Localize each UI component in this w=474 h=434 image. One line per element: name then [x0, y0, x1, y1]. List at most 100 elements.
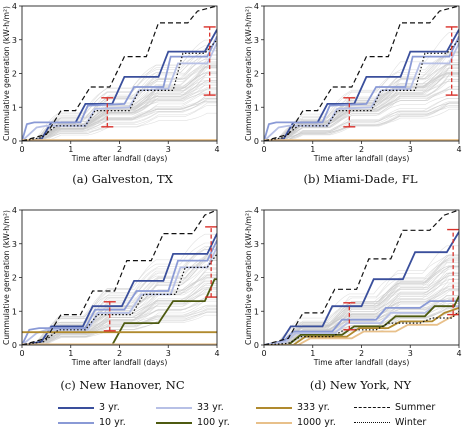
y-tick-label: 3 — [254, 240, 259, 249]
y-axis-label: Cummulative generation (kW-h/m²) — [2, 6, 11, 141]
error-bar — [447, 228, 460, 316]
sample-line — [264, 80, 459, 141]
chart-panel-miami-dade: 0 1 2 3 4 0 1 2 3 4 Time after landfall (days) Cumm… — [244, 2, 462, 163]
y-tick-label: 3 — [12, 36, 17, 45]
y-tick-label: 1 — [12, 103, 17, 112]
sample-line — [22, 50, 217, 141]
y-tick-label: 2 — [254, 70, 259, 79]
series-line-winter — [264, 310, 459, 345]
error-bar — [343, 302, 356, 331]
series-line-summer — [264, 6, 459, 141]
series-line-33-yr — [22, 42, 217, 141]
sample-line — [22, 77, 217, 141]
legend-swatch — [354, 422, 390, 423]
plot-frame — [21, 5, 218, 142]
x-tick-label: 0 — [19, 145, 24, 154]
sample-line — [264, 89, 459, 141]
sample-line — [264, 287, 459, 345]
sample-line — [22, 258, 217, 345]
legend-item-1000-yr: 1000 yr. — [256, 417, 336, 428]
x-axis-label: Time after landfall (days) — [71, 358, 168, 367]
y-axis-label: Cummulative generation (kW-h/m²) — [244, 210, 253, 345]
legend-label: 1000 yr. — [297, 417, 336, 428]
caption-panel-c: (c) New Hanover, NC — [60, 378, 185, 392]
sample-line — [22, 311, 217, 345]
series-line-10-yr — [22, 240, 217, 345]
legend-swatch — [354, 407, 390, 408]
x-axis-label: Time after landfall (days) — [71, 154, 168, 163]
y-tick-label: 4 — [12, 2, 17, 11]
sample-line — [264, 106, 459, 141]
sample-line — [264, 101, 459, 141]
series-line-winter — [264, 39, 459, 141]
legend-swatch — [256, 406, 292, 409]
sample-line — [264, 51, 459, 141]
legend-label: 100 yr. — [197, 417, 230, 428]
y-tick-label: 4 — [254, 2, 259, 11]
x-tick-label: 1 — [310, 349, 315, 358]
series-line-33-yr — [264, 305, 459, 345]
y-tick-label: 4 — [12, 206, 17, 215]
x-tick-label: 2 — [359, 145, 364, 154]
x-tick-label: 0 — [19, 349, 24, 358]
legend-label: Summer — [395, 402, 436, 413]
error-bar — [203, 26, 216, 96]
chart-panel-new-hanover: 0 1 2 3 4 0 1 2 3 4 Time after landfall (days) Cumm… — [2, 206, 220, 367]
legend-item-33-yr: 33 yr. — [156, 402, 224, 413]
series-line-10-yr — [22, 36, 217, 141]
chart-panel-new-york: 0 1 2 3 4 0 1 2 3 4 Time after landfall (days) Cumm… — [244, 206, 462, 367]
legend-swatch — [156, 406, 192, 409]
sample-line — [22, 105, 217, 141]
legend-swatch — [58, 406, 94, 409]
y-tick-label: 0 — [254, 341, 259, 350]
series-line-winter — [22, 39, 217, 141]
caption-panel-b: (b) Miami-Dade, FL — [303, 172, 418, 186]
y-tick-label: 1 — [254, 307, 259, 316]
y-tick-label: 2 — [254, 274, 259, 283]
series-line-10-yr — [264, 36, 459, 141]
x-tick-label: 2 — [359, 349, 364, 358]
series-line-33-yr — [22, 246, 217, 345]
legend-label: 10 yr. — [99, 417, 126, 428]
sample-line — [22, 306, 217, 345]
sample-line — [264, 105, 459, 141]
legend-item-10-yr: 10 yr. — [58, 417, 126, 428]
series-line-3-yr — [264, 231, 459, 345]
y-tick-label: 0 — [254, 137, 259, 146]
sample-line — [22, 55, 217, 141]
sample-line — [22, 99, 217, 141]
legend-label: 3 yr. — [99, 402, 120, 413]
series-line-summer — [22, 6, 217, 141]
sample-line — [22, 73, 217, 141]
legend-swatch — [256, 421, 292, 424]
series-line-10-yr — [264, 300, 459, 345]
legend-item-333-yr: 333 yr. — [256, 402, 330, 413]
y-axis-label: Cummulative generation (kW-h/m²) — [2, 210, 11, 345]
error-bar — [343, 97, 356, 128]
series-line-summer — [264, 210, 459, 345]
sample-line — [264, 103, 459, 141]
sample-line — [22, 311, 217, 345]
x-tick-label: 4 — [214, 349, 219, 358]
sample-line — [264, 74, 459, 141]
x-axis-label: Time after landfall (days) — [313, 154, 410, 163]
sample-line — [22, 242, 217, 345]
y-tick-label: 3 — [254, 36, 259, 45]
sample-line — [22, 61, 217, 141]
x-tick-label: 3 — [408, 349, 413, 358]
x-tick-label: 3 — [408, 145, 413, 154]
x-tick-label: 2 — [117, 145, 122, 154]
series-line-33-yr — [264, 42, 459, 141]
y-tick-label: 3 — [12, 240, 17, 249]
y-tick-label: 1 — [254, 103, 259, 112]
x-tick-label: 3 — [166, 349, 171, 358]
figure-legend: 3 yr. 33 yr. 333 yr. Summer 10 yr. 100 yr. 100… — [58, 402, 458, 434]
legend-swatch — [58, 421, 94, 424]
legend-item-3-yr: 3 yr. — [58, 402, 120, 413]
sample-line — [22, 58, 217, 141]
error-bar — [103, 301, 116, 332]
legend-label: 333 yr. — [297, 402, 330, 413]
y-tick-label: 2 — [12, 70, 17, 79]
x-tick-label: 2 — [117, 349, 122, 358]
sample-line — [264, 311, 459, 345]
